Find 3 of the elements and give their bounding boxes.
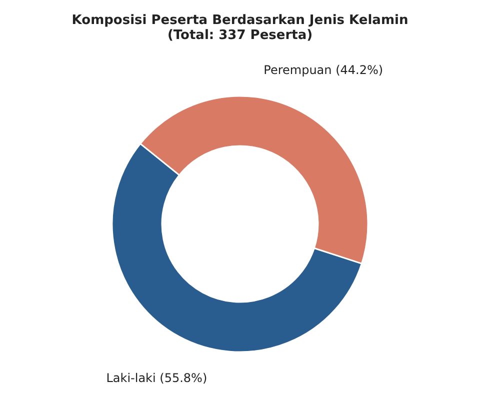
slice-label: Laki-laki (55.8%)	[106, 370, 208, 385]
slice-label: Perempuan (44.2%)	[264, 63, 384, 78]
chart-title: Komposisi Peserta Berdasarkan Jenis Kelamin (Total: 337 Peserta)	[72, 13, 408, 43]
